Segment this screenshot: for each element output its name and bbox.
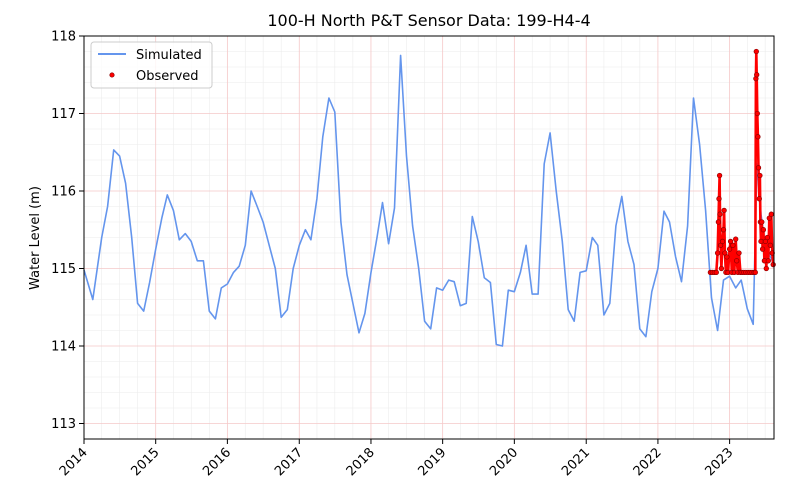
observed-point [719,238,726,245]
y-tick-label: 114 [51,340,76,355]
observed-point [753,48,759,55]
observed-point [717,211,723,217]
observed-point [759,219,765,225]
observed-point [757,172,763,179]
legend-observed-swatch [109,72,115,78]
observed-point [714,250,721,256]
y-tick-label: 118 [51,30,76,45]
observed-point [721,207,727,214]
observed-point [736,250,742,256]
observed-point [727,238,734,245]
observed-point [734,258,740,264]
observed-point [716,196,722,202]
y-tick-label: 113 [51,417,76,432]
observed-point [754,110,760,117]
series-layer [83,48,776,347]
observed-point [720,227,727,233]
chart-title: 100-H North P&T Sensor Data: 199-H4-4 [267,11,590,30]
observed-point [754,72,760,78]
observed-point [770,261,776,268]
observed-point [760,227,767,233]
observed-point [752,269,758,276]
observed-point [758,238,764,245]
y-tick-label: 115 [51,262,76,277]
legend: Simulated Observed [90,41,213,89]
plot-frame [83,35,775,440]
legend-simulated-label: Simulated [136,48,202,63]
simulated-series-line [83,54,775,347]
y-axis-label: Water Level (m) [28,186,43,290]
legend-observed-label: Observed [136,69,199,84]
observed-point [759,246,766,252]
observed-point [726,246,733,252]
observed-point [755,134,761,140]
y-tick-label: 117 [51,107,76,122]
observed-point [718,265,725,272]
grid [83,35,774,440]
observed-point [765,258,771,264]
observed-point [767,242,773,248]
observed-point [733,236,739,242]
observed-point [756,196,762,202]
observed-point [730,242,736,248]
observed-point [724,254,730,260]
observed-point [755,165,762,171]
observed-point [713,269,719,276]
observed-point [716,172,723,179]
observed-point [768,211,774,217]
observed-point [715,219,722,225]
y-tick-label: 116 [51,185,76,200]
observed-point [763,265,769,272]
observed-point [764,234,770,241]
